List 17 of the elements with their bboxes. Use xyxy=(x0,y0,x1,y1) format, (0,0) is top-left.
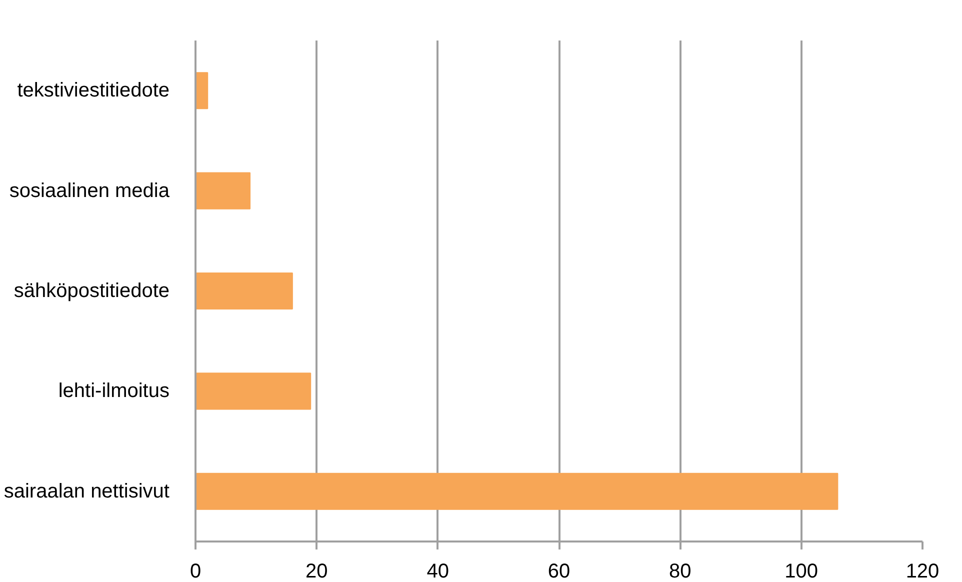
y-tick-label: sairaalan nettisivut xyxy=(4,480,170,502)
x-tick-label: 120 xyxy=(906,560,940,582)
y-tick-label: sähköpostitiedote xyxy=(14,280,170,302)
x-tick-label: 60 xyxy=(548,560,570,582)
bar xyxy=(196,372,312,410)
bar xyxy=(196,172,251,210)
x-tick-label: 100 xyxy=(784,560,818,582)
bar xyxy=(196,72,208,110)
x-tick-label: 20 xyxy=(306,560,328,582)
y-tick-label: tekstiviestitiedote xyxy=(17,80,170,102)
x-tick-label: 40 xyxy=(426,560,449,582)
bar xyxy=(196,472,838,510)
x-tick-label: 0 xyxy=(190,560,202,582)
y-tick-label: lehti-ilmoitus xyxy=(58,380,170,402)
x-tick-label: 80 xyxy=(669,560,692,582)
y-tick-label: sosiaalinen media xyxy=(9,180,170,202)
bar xyxy=(196,272,293,310)
